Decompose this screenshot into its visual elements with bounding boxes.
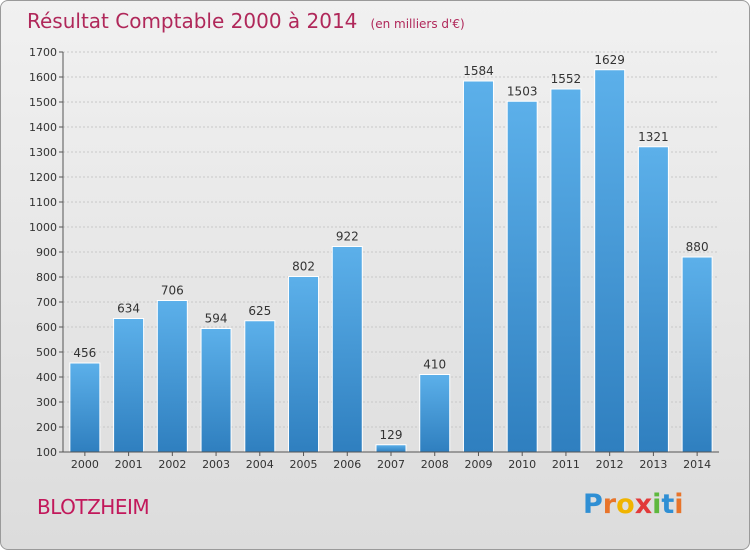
y-tick-label: 700: [36, 296, 57, 309]
subtitle-text: (en milliers d'€): [370, 17, 465, 31]
x-tick-label: 2014: [683, 458, 711, 471]
x-tick-label: 2010: [508, 458, 536, 471]
data-label: 1552: [551, 72, 582, 86]
data-label: 922: [336, 230, 359, 244]
y-tick-label: 1400: [29, 121, 57, 134]
y-tick-label: 100: [36, 446, 57, 459]
y-tick-label: 800: [36, 271, 57, 284]
bar: [244, 320, 276, 453]
data-label: 880: [686, 240, 709, 254]
y-tick-label: 1600: [29, 71, 57, 84]
logo-letter: P: [583, 489, 603, 520]
x-tick-label: 2011: [552, 458, 580, 471]
y-tick-label: 900: [36, 246, 57, 259]
data-labels: 456 634 706 594 625 802 922 129 410 1584 1503 1552 1…: [73, 53, 708, 442]
x-tick-label: 2009: [464, 458, 492, 471]
y-tick-label: 200: [36, 421, 57, 434]
chart-title: Résultat Comptable 2000 à 2014 (en milli…: [27, 9, 465, 33]
data-label: 1629: [594, 53, 625, 67]
x-tick-label: 2004: [246, 458, 274, 471]
logo-letter: x: [634, 489, 653, 520]
x-tick-label: 2002: [158, 458, 186, 471]
data-label: 129: [380, 428, 403, 442]
x-tick-label: 2013: [639, 458, 667, 471]
x-tick-label: 2008: [421, 458, 449, 471]
data-label: 625: [248, 304, 271, 318]
y-tick-label: 1300: [29, 146, 57, 159]
bar: [594, 69, 626, 453]
data-label: 456: [73, 346, 96, 360]
commune-name: BLOTZHEIM: [37, 495, 150, 519]
data-label: 410: [423, 358, 446, 372]
x-tick-label: 2001: [115, 458, 143, 471]
bar: [113, 318, 145, 453]
y-tick-label: 1000: [29, 221, 57, 234]
bar: [681, 256, 713, 453]
data-label: 706: [161, 284, 184, 298]
bar: [69, 362, 101, 453]
x-axis: 2000 2001 2002 2003 2004 2005 2006 2007 2008 2009…: [63, 451, 719, 471]
data-label: 1321: [638, 130, 669, 144]
y-axis: 100 200 300 400 500 600 700 800 900 1000 1100 1200 1…: [29, 46, 64, 459]
logo-letter: i: [652, 489, 662, 520]
bar: [419, 374, 451, 453]
x-tick-label: 2006: [333, 458, 361, 471]
y-tick-label: 1200: [29, 171, 57, 184]
bar: [462, 80, 494, 453]
y-tick-label: 400: [36, 371, 57, 384]
logo-letter: o: [616, 489, 635, 520]
y-tick-label: 1700: [29, 46, 57, 59]
x-tick-label: 2003: [202, 458, 230, 471]
logo-letter: t: [661, 489, 675, 520]
bar: [506, 100, 538, 453]
x-tick-label: 2007: [377, 458, 405, 471]
data-label: 634: [117, 302, 140, 316]
proxiti-logo[interactable]: Proxiti: [583, 489, 684, 520]
y-tick-label: 500: [36, 346, 57, 359]
logo-letter: r: [602, 489, 617, 520]
bar: [375, 444, 407, 453]
data-label: 1584: [463, 64, 494, 78]
y-tick-label: 300: [36, 396, 57, 409]
bar: [331, 246, 363, 453]
bar: [288, 276, 320, 453]
bar: [200, 328, 232, 453]
title-text: Résultat Comptable 2000 à 2014: [27, 9, 358, 33]
data-label: 594: [205, 312, 228, 326]
x-tick-label: 2012: [596, 458, 624, 471]
bar: [550, 88, 582, 453]
x-tick-label: 2005: [290, 458, 318, 471]
data-label: 1503: [507, 84, 538, 98]
logo-letter: i: [674, 489, 684, 520]
y-tick-label: 600: [36, 321, 57, 334]
bar: [637, 146, 669, 453]
y-tick-label: 1500: [29, 96, 57, 109]
y-tick-label: 1100: [29, 196, 57, 209]
x-tick-label: 2000: [71, 458, 99, 471]
data-label: 802: [292, 260, 315, 274]
bar: [156, 300, 188, 453]
